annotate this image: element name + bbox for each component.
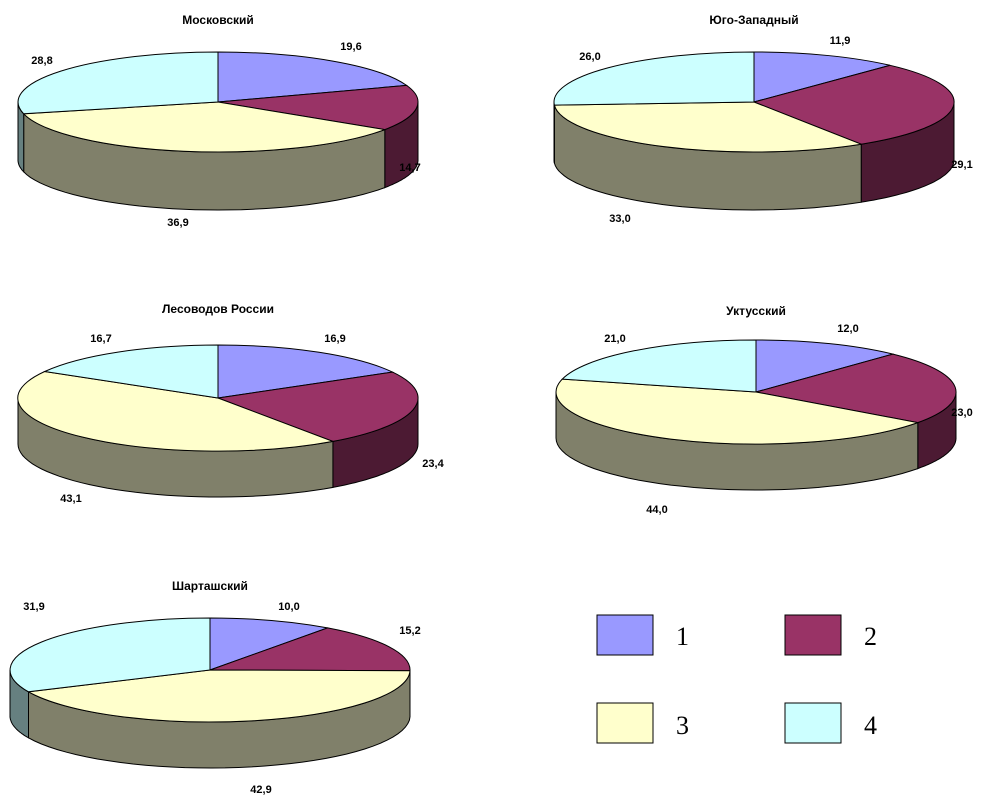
data-label-3-4: 16,7: [90, 333, 111, 345]
pie-chart-2: Юго-Западный 11,9 29,1 33,0 26,0: [553, 13, 973, 225]
pie-slice-1-3: [22, 101, 387, 153]
pie-slice-5-3: [26, 669, 411, 723]
data-label-4-3: 44,0: [646, 504, 667, 516]
legend-swatch-4: [784, 702, 842, 744]
chart-title-5: Шарташский: [172, 579, 248, 593]
data-label-4-1: 12,0: [837, 323, 858, 335]
pie-slice-3-3: [17, 370, 335, 452]
pie-chart-4: Уктусский 12,0 23,0 44,0 21,0: [555, 304, 973, 516]
legend-swatch-2: [784, 614, 842, 656]
data-label-5-1: 10,0: [278, 601, 299, 613]
pie-slice-5-1: [209, 617, 330, 671]
legend-swatch-1: [596, 614, 654, 656]
chart-title-3: Лесоводов России: [162, 302, 274, 316]
pie-slice-3-2: [216, 371, 419, 442]
legend-label-3: 3: [676, 711, 689, 740]
legend-label-2: 2: [864, 622, 877, 651]
chart-title-2: Юго-Западный: [709, 13, 798, 27]
legend: 1 2 3 4: [596, 614, 877, 744]
data-label-1-2: 14,7: [399, 162, 420, 174]
data-label-3-3: 43,1: [60, 493, 81, 505]
pie-slice-4-2: [755, 353, 957, 424]
pie-slice-1-4: [17, 51, 219, 115]
pie-slice-2-3: [553, 101, 864, 153]
data-label-3-1: 16,9: [324, 333, 345, 345]
data-label-5-4: 31,9: [23, 601, 44, 613]
data-label-1-1: 19,6: [340, 41, 361, 53]
pie-slice-5-2: [209, 627, 411, 672]
legend-label-4: 4: [864, 711, 877, 740]
pie-slice-2-1: [753, 51, 891, 103]
data-label-1-3: 36,9: [167, 217, 188, 229]
pie-chart-1: Московский 19,6 14,7 36,9 28,8: [17, 13, 421, 229]
pie-slice-5-4: [9, 617, 211, 693]
pie-chart-3: Лесоводов России 16,9 23,4 43,1 16,7: [17, 302, 445, 505]
chart-title-1: Московский: [182, 13, 254, 27]
data-label-4-2: 23,0: [951, 407, 972, 419]
data-label-2-4: 26,0: [579, 51, 600, 63]
data-label-5-2: 15,2: [399, 625, 420, 637]
data-label-2-1: 11,9: [830, 35, 851, 47]
pie-slice-3-4: [42, 344, 219, 399]
pie-chart-5: Шарташский 10,0 15,2 42,9 31,9: [9, 579, 421, 796]
legend-swatch-3: [596, 702, 654, 744]
charts-layer: Московский19,614,736,928,8Юго-Западный11…: [9, 13, 973, 796]
pie-slice-4-3: [555, 378, 920, 445]
pie-slice-1-2: [217, 84, 419, 131]
pie-slice-2-2: [752, 64, 955, 145]
data-label-4-4: 21,0: [604, 333, 625, 345]
data-label-2-3: 33,0: [609, 213, 630, 225]
data-label-3-2: 23,4: [422, 458, 444, 470]
data-label-1-4: 28,8: [31, 55, 52, 67]
data-label-2-2: 29,1: [951, 159, 972, 171]
pie-slice-2-4: [553, 51, 755, 106]
pie-slice-4-4: [561, 339, 757, 393]
legend-label-1: 1: [676, 622, 689, 651]
chart-title-4: Уктусский: [726, 304, 786, 318]
pie-slice-3-1: [217, 344, 395, 399]
data-label-5-3: 42,9: [250, 784, 271, 796]
pie-slice-4-1: [755, 339, 895, 393]
